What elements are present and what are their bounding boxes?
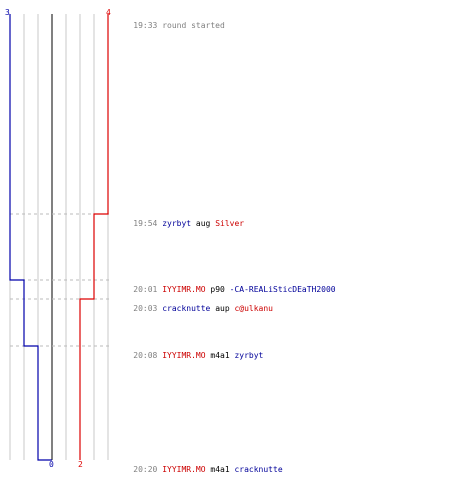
event-actor: IYYIMR.MO xyxy=(162,351,206,360)
event-target: cracknutte xyxy=(234,465,283,474)
red-start-score: 4 xyxy=(106,8,111,17)
event-time: 19:33 xyxy=(133,21,158,30)
event-actor: IYYIMR.MO xyxy=(162,465,206,474)
event-entry: 19:54 zyrbyt aug Silver xyxy=(114,209,244,239)
event-verb: p90 xyxy=(210,285,225,294)
event-time: 20:08 xyxy=(133,351,158,360)
event-target: -CA-REALiSticDEaTH2000 xyxy=(229,285,336,294)
event-actor: cracknutte xyxy=(162,304,211,313)
event-entry: 20:01 IYYIMR.MO p90 -CA-REALiSticDEaTH20… xyxy=(114,275,336,305)
event-verb: aup xyxy=(215,304,230,313)
team-score-lines xyxy=(9,14,109,461)
event-target: zyrbyt xyxy=(234,351,264,360)
event-entry: 20:08 IYYIMR.MO m4a1 zyrbyt xyxy=(114,341,263,371)
red-end-score: 2 xyxy=(78,460,83,469)
event-entry: 20:20 IYYIMR.MO m4a1 cracknutte xyxy=(114,455,283,485)
blue-team-score-line xyxy=(9,14,52,461)
red-team-score-line xyxy=(79,14,109,460)
event-verb: m4a1 xyxy=(210,351,230,360)
event-verb: aug xyxy=(195,219,211,228)
event-time: 20:01 xyxy=(133,285,158,294)
blue-end-score: 0 xyxy=(49,460,54,469)
event-target: c@ulkanu xyxy=(234,304,273,313)
event-entry: 20:03 cracknutte aup c@ulkanu xyxy=(114,294,273,324)
event-time: 19:54 xyxy=(133,219,158,228)
event-actor: zyrbyt xyxy=(162,219,192,228)
event-entry: 19:33 round started xyxy=(114,11,225,41)
blue-start-score: 3 xyxy=(5,8,10,17)
event-time: 20:03 xyxy=(133,304,158,313)
event-target: Silver xyxy=(215,219,245,228)
event-verb: m4a1 xyxy=(210,465,230,474)
event-actor: IYYIMR.MO xyxy=(162,285,206,294)
event-time: 20:20 xyxy=(133,465,158,474)
event-text: round started xyxy=(162,21,225,30)
